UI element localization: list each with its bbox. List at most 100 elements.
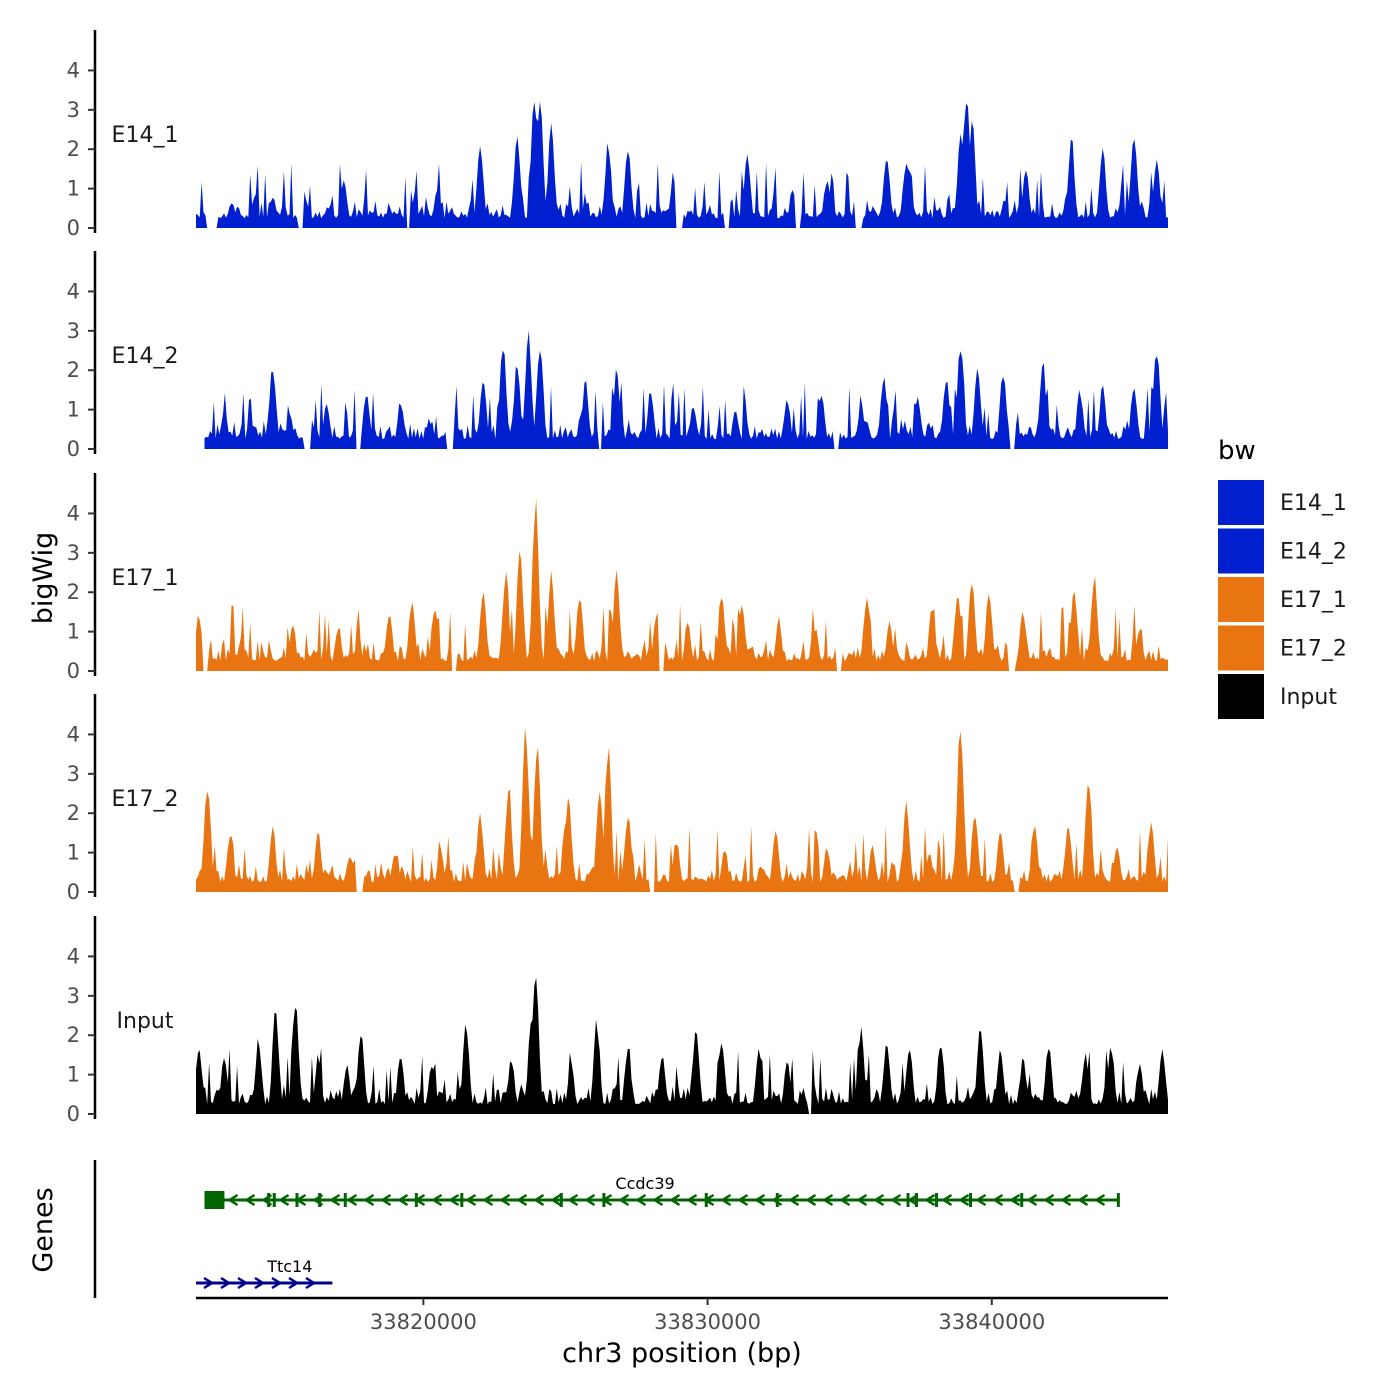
track-E17_2: 0 1 2 3 4 E17_2 [67,694,1168,904]
strand-chevron [380,1193,392,1207]
x-axis: 33820000 33830000 33840000 [196,1296,1168,1334]
y-tick-label: 2 [67,801,80,825]
legend-label-Input: Input [1280,685,1337,710]
track-label: E17_2 [112,787,179,812]
exon [906,1193,910,1207]
legend-key-E14_2 [1218,528,1264,574]
strand-chevron [363,1193,375,1207]
strand-chevron [635,1193,647,1207]
strand-chevron [686,1193,698,1207]
y-tick-label: 3 [67,319,80,343]
coverage-area-E14_1 [196,101,1168,228]
exon [272,1193,276,1207]
strand-chevron [305,1276,317,1290]
strand-chevron [254,1276,266,1290]
strand-chevron [890,1193,902,1207]
genes-axis-title: Genes [28,1187,59,1272]
coverage-area-Input [196,977,1168,1114]
gene-label: Ttc14 [266,1257,312,1276]
y-tick-label: 3 [67,541,80,565]
legend-key-E17_1 [1218,577,1264,622]
exon [1116,1193,1120,1207]
y-tick-label: 0 [67,437,80,461]
coverage-area-E17_1 [196,498,1168,671]
strand-chevron [958,1193,970,1207]
coverage-area-E14_2 [204,330,1168,449]
strand-chevron [237,1276,249,1290]
genes-panel: Ccdc39 Ttc14 [93,1160,1120,1298]
exon [267,1193,271,1207]
strand-chevron [329,1193,341,1207]
y-tick-label: 0 [67,659,80,683]
strand-chevron [754,1193,766,1207]
exon [602,1193,606,1207]
y-tick-label: 2 [67,137,80,161]
strand-chevron [992,1193,1004,1207]
strand-chevron [1077,1193,1089,1207]
strand-chevron [533,1193,545,1207]
x-tick-label: 33830000 [654,1310,761,1334]
strand-chevron [203,1276,215,1290]
track-E14_1: 0 1 2 3 4 E14_1 [67,30,1168,240]
legend: bw E14_1 E14_2 E17_1 E17_2 Input [1218,436,1347,719]
exon [559,1193,563,1207]
legend-label-E17_2: E17_2 [1280,637,1347,662]
y-tick-label: 4 [67,944,80,968]
strand-chevron [788,1193,800,1207]
gene-Ttc14: Ttc14 [196,1257,333,1290]
strand-chevron [227,1193,239,1207]
exon [1020,1193,1024,1207]
exon [295,1193,299,1207]
strand-chevron [737,1193,749,1207]
exon [343,1193,347,1207]
strand-chevron [397,1193,409,1207]
strand-chevron [1009,1193,1021,1207]
legend-label-E17_1: E17_1 [1280,588,1347,613]
strand-chevron [1043,1193,1055,1207]
strand-chevron [1026,1193,1038,1207]
legend-key-Input [1218,674,1264,719]
legend-label-E14_2: E14_2 [1280,540,1347,565]
y-axis-title: bigWig [28,532,59,625]
y-tick-label: 2 [67,358,80,382]
y-tick-label: 0 [67,880,80,904]
y-tick-label: 3 [67,98,80,122]
strand-chevron [856,1193,868,1207]
strand-chevron [567,1193,579,1207]
strand-chevron [839,1193,851,1207]
y-tick-label: 4 [67,279,80,303]
gene-label: Ccdc39 [615,1174,674,1193]
strand-chevron [924,1193,936,1207]
strand-chevron [550,1193,562,1207]
x-tick-label: 33820000 [370,1310,477,1334]
strand-chevron [244,1193,256,1207]
strand-chevron [873,1193,885,1207]
strand-chevron [1060,1193,1072,1207]
strand-chevron [516,1193,528,1207]
y-tick-label: 3 [67,984,80,1008]
track-label: E17_1 [112,566,179,591]
strand-chevron [499,1193,511,1207]
legend-title: bw [1218,436,1256,466]
exon [414,1193,418,1207]
y-tick-label: 0 [67,1102,80,1126]
track-E14_2: 0 1 2 3 4 E14_2 [67,251,1168,461]
exon [969,1193,973,1207]
strand-chevron [975,1193,987,1207]
y-tick-label: 1 [67,398,80,422]
track-label: Input [117,1009,174,1034]
strand-chevron [465,1193,477,1207]
strand-chevron [771,1193,783,1207]
strand-chevron [652,1193,664,1207]
strand-chevron [584,1193,596,1207]
y-tick-label: 1 [67,841,80,865]
track-label: E14_2 [112,344,179,369]
exon [318,1193,322,1207]
track-E17_1: 0 1 2 3 4 E17_1 [67,473,1168,683]
exon [204,1191,225,1209]
strand-chevron [482,1193,494,1207]
y-tick-label: 2 [67,580,80,604]
y-tick-label: 2 [67,1023,80,1047]
y-tick-label: 1 [67,620,80,644]
